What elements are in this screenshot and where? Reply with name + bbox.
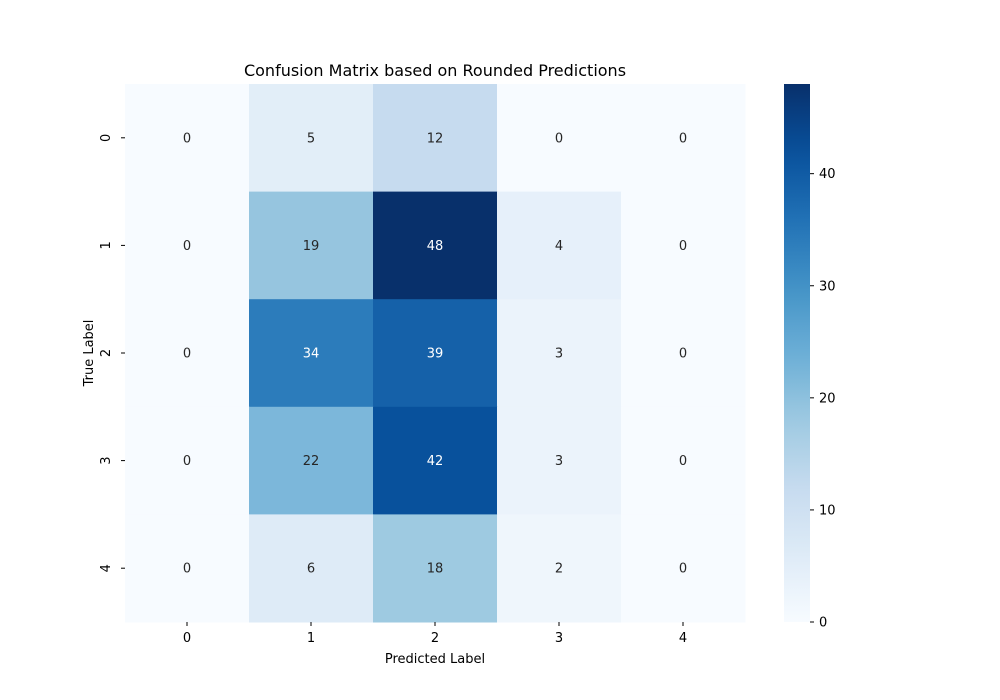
cell-value-label: 0 xyxy=(679,239,687,254)
x-tick-label: 0 xyxy=(183,631,191,646)
cell-value-label: 3 xyxy=(555,347,563,362)
heatmap-cell xyxy=(497,84,622,193)
cell-value-label: 4 xyxy=(555,239,563,254)
cell-value-label: 34 xyxy=(303,347,320,362)
cell-value-label: 12 xyxy=(427,131,444,146)
colorbar-tick-label: 30 xyxy=(819,279,836,294)
heatmap-cell xyxy=(373,514,498,623)
y-tick-label: 4 xyxy=(99,564,114,572)
heatmap-cell xyxy=(373,191,498,300)
heatmap-cell xyxy=(125,514,250,623)
y-axis-label: True Label xyxy=(82,320,97,388)
y-axis: 0 1 2 3 4 xyxy=(99,134,125,572)
y-tick-label: 0 xyxy=(99,134,114,142)
cell-value-label: 18 xyxy=(427,562,444,577)
heatmap-cell xyxy=(497,406,622,515)
heatmap-cell xyxy=(621,514,746,623)
cell-value-label: 3 xyxy=(555,454,563,469)
cell-value-label: 0 xyxy=(679,562,687,577)
cell-value-label: 0 xyxy=(555,131,563,146)
colorbar: 0 10 20 30 40 xyxy=(784,84,836,631)
cell-value-label: 48 xyxy=(427,239,444,254)
heatmap-cell xyxy=(497,514,622,623)
cell-value-label: 0 xyxy=(679,454,687,469)
y-tick-label: 2 xyxy=(99,349,114,357)
cell-value-label: 39 xyxy=(427,347,444,362)
colorbar-tick-label: 40 xyxy=(819,167,836,182)
cell-value-label: 2 xyxy=(555,562,563,577)
cell-value-label: 0 xyxy=(183,454,191,469)
cell-value-label: 0 xyxy=(183,239,191,254)
heatmap-cell xyxy=(125,299,250,408)
cell-value-label: 6 xyxy=(307,562,315,577)
x-tick-label: 3 xyxy=(555,631,563,646)
heatmap-cell xyxy=(621,84,746,193)
chart-title: Confusion Matrix based on Rounded Predic… xyxy=(244,61,626,80)
cell-value-label: 22 xyxy=(303,454,320,469)
heatmap-cell xyxy=(249,514,374,623)
heatmap-cell xyxy=(373,84,498,193)
cell-value-label: 5 xyxy=(307,131,315,146)
heatmap-cell xyxy=(621,299,746,408)
cell-value-label: 0 xyxy=(679,131,687,146)
heatmap-cell xyxy=(621,191,746,300)
heatmap-cell xyxy=(125,191,250,300)
colorbar-tick-label: 0 xyxy=(819,616,827,631)
x-tick-label: 1 xyxy=(307,631,315,646)
heatmap-cell xyxy=(621,406,746,515)
y-tick-label: 1 xyxy=(99,241,114,249)
x-tick-label: 2 xyxy=(431,631,439,646)
heatmap-cells xyxy=(125,84,746,623)
heatmap-cell xyxy=(497,299,622,408)
colorbar-tick-label: 10 xyxy=(819,503,836,518)
heatmap-cell xyxy=(249,191,374,300)
heatmap-cell xyxy=(497,191,622,300)
cell-annotations: 0 5 12 0 0 0 19 48 4 0 0 34 39 3 0 0 22 42 3 0 0 6 18 2 0 xyxy=(183,131,687,576)
x-tick-label: 4 xyxy=(679,631,687,646)
x-axis-label: Predicted Label xyxy=(385,652,485,667)
cell-value-label: 0 xyxy=(183,562,191,577)
heatmap-cell xyxy=(125,406,250,515)
heatmap-cell xyxy=(373,406,498,515)
colorbar-gradient xyxy=(784,84,810,622)
y-tick-label: 3 xyxy=(99,456,114,464)
cell-value-label: 42 xyxy=(427,454,444,469)
cell-value-label: 0 xyxy=(183,131,191,146)
heatmap-cell xyxy=(249,299,374,408)
cell-value-label: 19 xyxy=(303,239,320,254)
colorbar-tick-label: 20 xyxy=(819,391,836,406)
heatmap-cell xyxy=(249,406,374,515)
cell-value-label: 0 xyxy=(183,347,191,362)
heatmap-cell xyxy=(373,299,498,408)
x-axis: 0 1 2 3 4 xyxy=(183,622,687,646)
cell-value-label: 0 xyxy=(679,347,687,362)
heatmap-cell xyxy=(125,84,250,193)
heatmap-cell xyxy=(249,84,374,193)
